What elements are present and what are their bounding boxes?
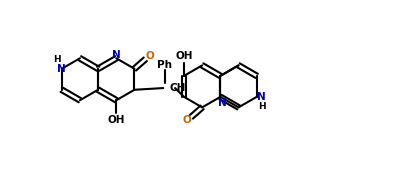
Text: N: N <box>112 50 120 60</box>
Text: OH: OH <box>175 51 193 61</box>
Text: H: H <box>258 102 266 111</box>
Text: CH: CH <box>169 83 186 93</box>
Text: N: N <box>218 98 226 108</box>
Text: Ph: Ph <box>158 60 173 70</box>
Text: O: O <box>145 51 154 61</box>
Text: O: O <box>183 115 191 125</box>
Text: OH: OH <box>107 115 125 125</box>
Text: N: N <box>257 92 266 102</box>
Text: N: N <box>57 64 66 74</box>
Text: H: H <box>54 55 61 64</box>
